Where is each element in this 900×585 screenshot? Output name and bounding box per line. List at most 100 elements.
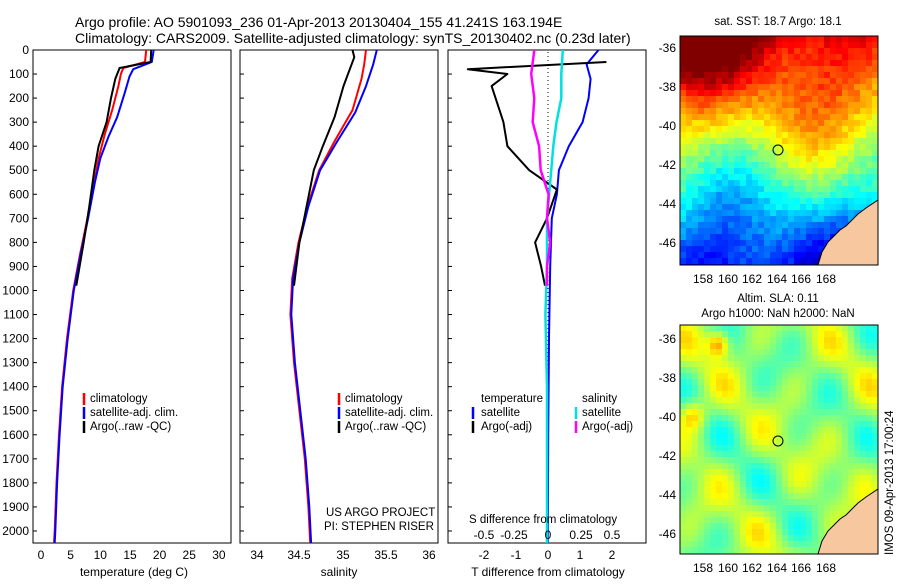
sla-cell bbox=[698, 541, 704, 547]
sst-cell bbox=[800, 108, 806, 114]
sst-cell bbox=[788, 90, 794, 96]
sla-cell bbox=[782, 523, 788, 529]
sst-cell bbox=[734, 102, 740, 108]
sla-cell bbox=[800, 337, 806, 343]
sla-cell bbox=[728, 397, 734, 403]
sla-cell bbox=[764, 475, 770, 481]
sla-cell bbox=[866, 481, 872, 487]
sla-cell bbox=[818, 379, 824, 385]
sst-cell bbox=[692, 54, 698, 60]
sst-cell bbox=[830, 126, 836, 132]
sst-cell bbox=[740, 150, 746, 156]
sst-cell bbox=[776, 48, 782, 54]
sla-cell bbox=[716, 343, 722, 349]
sst-cell bbox=[806, 132, 812, 138]
sla-cell bbox=[686, 469, 692, 475]
sst-cell bbox=[866, 102, 872, 108]
sla-cell bbox=[800, 415, 806, 421]
sst-cell bbox=[848, 78, 854, 84]
sst-cell bbox=[728, 138, 734, 144]
sla-cell bbox=[794, 523, 800, 529]
sst-cell bbox=[680, 192, 686, 198]
sla-cell bbox=[740, 397, 746, 403]
sst-cell bbox=[752, 174, 758, 180]
sst-cell bbox=[836, 144, 842, 150]
sla-cell bbox=[740, 343, 746, 349]
sla-cell bbox=[812, 451, 818, 457]
sst-cell bbox=[854, 162, 860, 168]
sla-cell bbox=[854, 451, 860, 457]
sst-cell bbox=[746, 48, 752, 54]
sst-cell bbox=[746, 84, 752, 90]
sst-cell bbox=[704, 138, 710, 144]
sst-cell bbox=[758, 198, 764, 204]
sst-cell bbox=[722, 102, 728, 108]
sla-cell bbox=[800, 325, 806, 331]
sst-cell bbox=[680, 120, 686, 126]
sst-cell bbox=[728, 240, 734, 246]
sla-cell bbox=[866, 451, 872, 457]
sla-cell bbox=[860, 379, 866, 385]
sst-cell bbox=[806, 204, 812, 210]
sla-cell bbox=[836, 355, 842, 361]
sla-cell bbox=[824, 355, 830, 361]
sla-cell bbox=[752, 529, 758, 535]
sst-cell bbox=[818, 78, 824, 84]
sst-cell bbox=[842, 192, 848, 198]
sla-cell bbox=[692, 505, 698, 511]
sst-cell bbox=[800, 90, 806, 96]
sst-cell bbox=[710, 258, 716, 264]
sla-cell bbox=[740, 475, 746, 481]
sla-cell bbox=[854, 367, 860, 373]
sla-cell bbox=[830, 511, 836, 517]
sla-cell bbox=[758, 505, 764, 511]
sst-cell bbox=[812, 246, 818, 252]
sla-cell bbox=[710, 343, 716, 349]
sst-cell bbox=[716, 210, 722, 216]
sst-cell bbox=[758, 192, 764, 198]
sst-cell bbox=[680, 162, 686, 168]
sst-cell bbox=[800, 186, 806, 192]
sla-cell bbox=[872, 487, 878, 493]
sla-cell bbox=[698, 517, 704, 523]
sla-cell bbox=[782, 487, 788, 493]
sla-cell bbox=[872, 451, 878, 457]
sst-cell bbox=[788, 96, 794, 102]
sla-cell bbox=[836, 493, 842, 499]
sla-cell bbox=[866, 469, 872, 475]
sst-cell bbox=[824, 36, 830, 42]
tdiff-line-argo bbox=[466, 61, 607, 286]
sla-cell bbox=[740, 469, 746, 475]
sla-cell bbox=[758, 487, 764, 493]
sst-cell bbox=[734, 258, 740, 264]
sst-cell bbox=[866, 150, 872, 156]
sst-cell bbox=[824, 108, 830, 114]
sla-cell bbox=[722, 523, 728, 529]
sst-cell bbox=[704, 84, 710, 90]
sst-cell bbox=[752, 186, 758, 192]
sla-cell bbox=[692, 433, 698, 439]
sst-cell bbox=[836, 180, 842, 186]
sst-cell bbox=[770, 42, 776, 48]
sla-cell bbox=[740, 325, 746, 331]
temp-tick-10: 10 bbox=[94, 548, 108, 562]
sst-cell bbox=[752, 120, 758, 126]
sla-cell bbox=[854, 487, 860, 493]
sla-cell bbox=[830, 349, 836, 355]
sla-cell bbox=[716, 547, 722, 553]
sst-cell bbox=[740, 54, 746, 60]
sst-cell bbox=[806, 228, 812, 234]
sst-cell bbox=[830, 198, 836, 204]
sla-map-title: Altim. SLA: 0.11 bbox=[737, 293, 819, 305]
salinity-x-label: salinity bbox=[321, 565, 358, 579]
sst-cell bbox=[728, 258, 734, 264]
sst-cell bbox=[830, 72, 836, 78]
sst-cell bbox=[686, 228, 692, 234]
sla-cell bbox=[752, 331, 758, 337]
sst-cell bbox=[818, 228, 824, 234]
sla-cell bbox=[800, 331, 806, 337]
sla-cell bbox=[842, 439, 848, 445]
sla-cell bbox=[764, 415, 770, 421]
sst-cell bbox=[746, 198, 752, 204]
sla-cell bbox=[740, 547, 746, 553]
